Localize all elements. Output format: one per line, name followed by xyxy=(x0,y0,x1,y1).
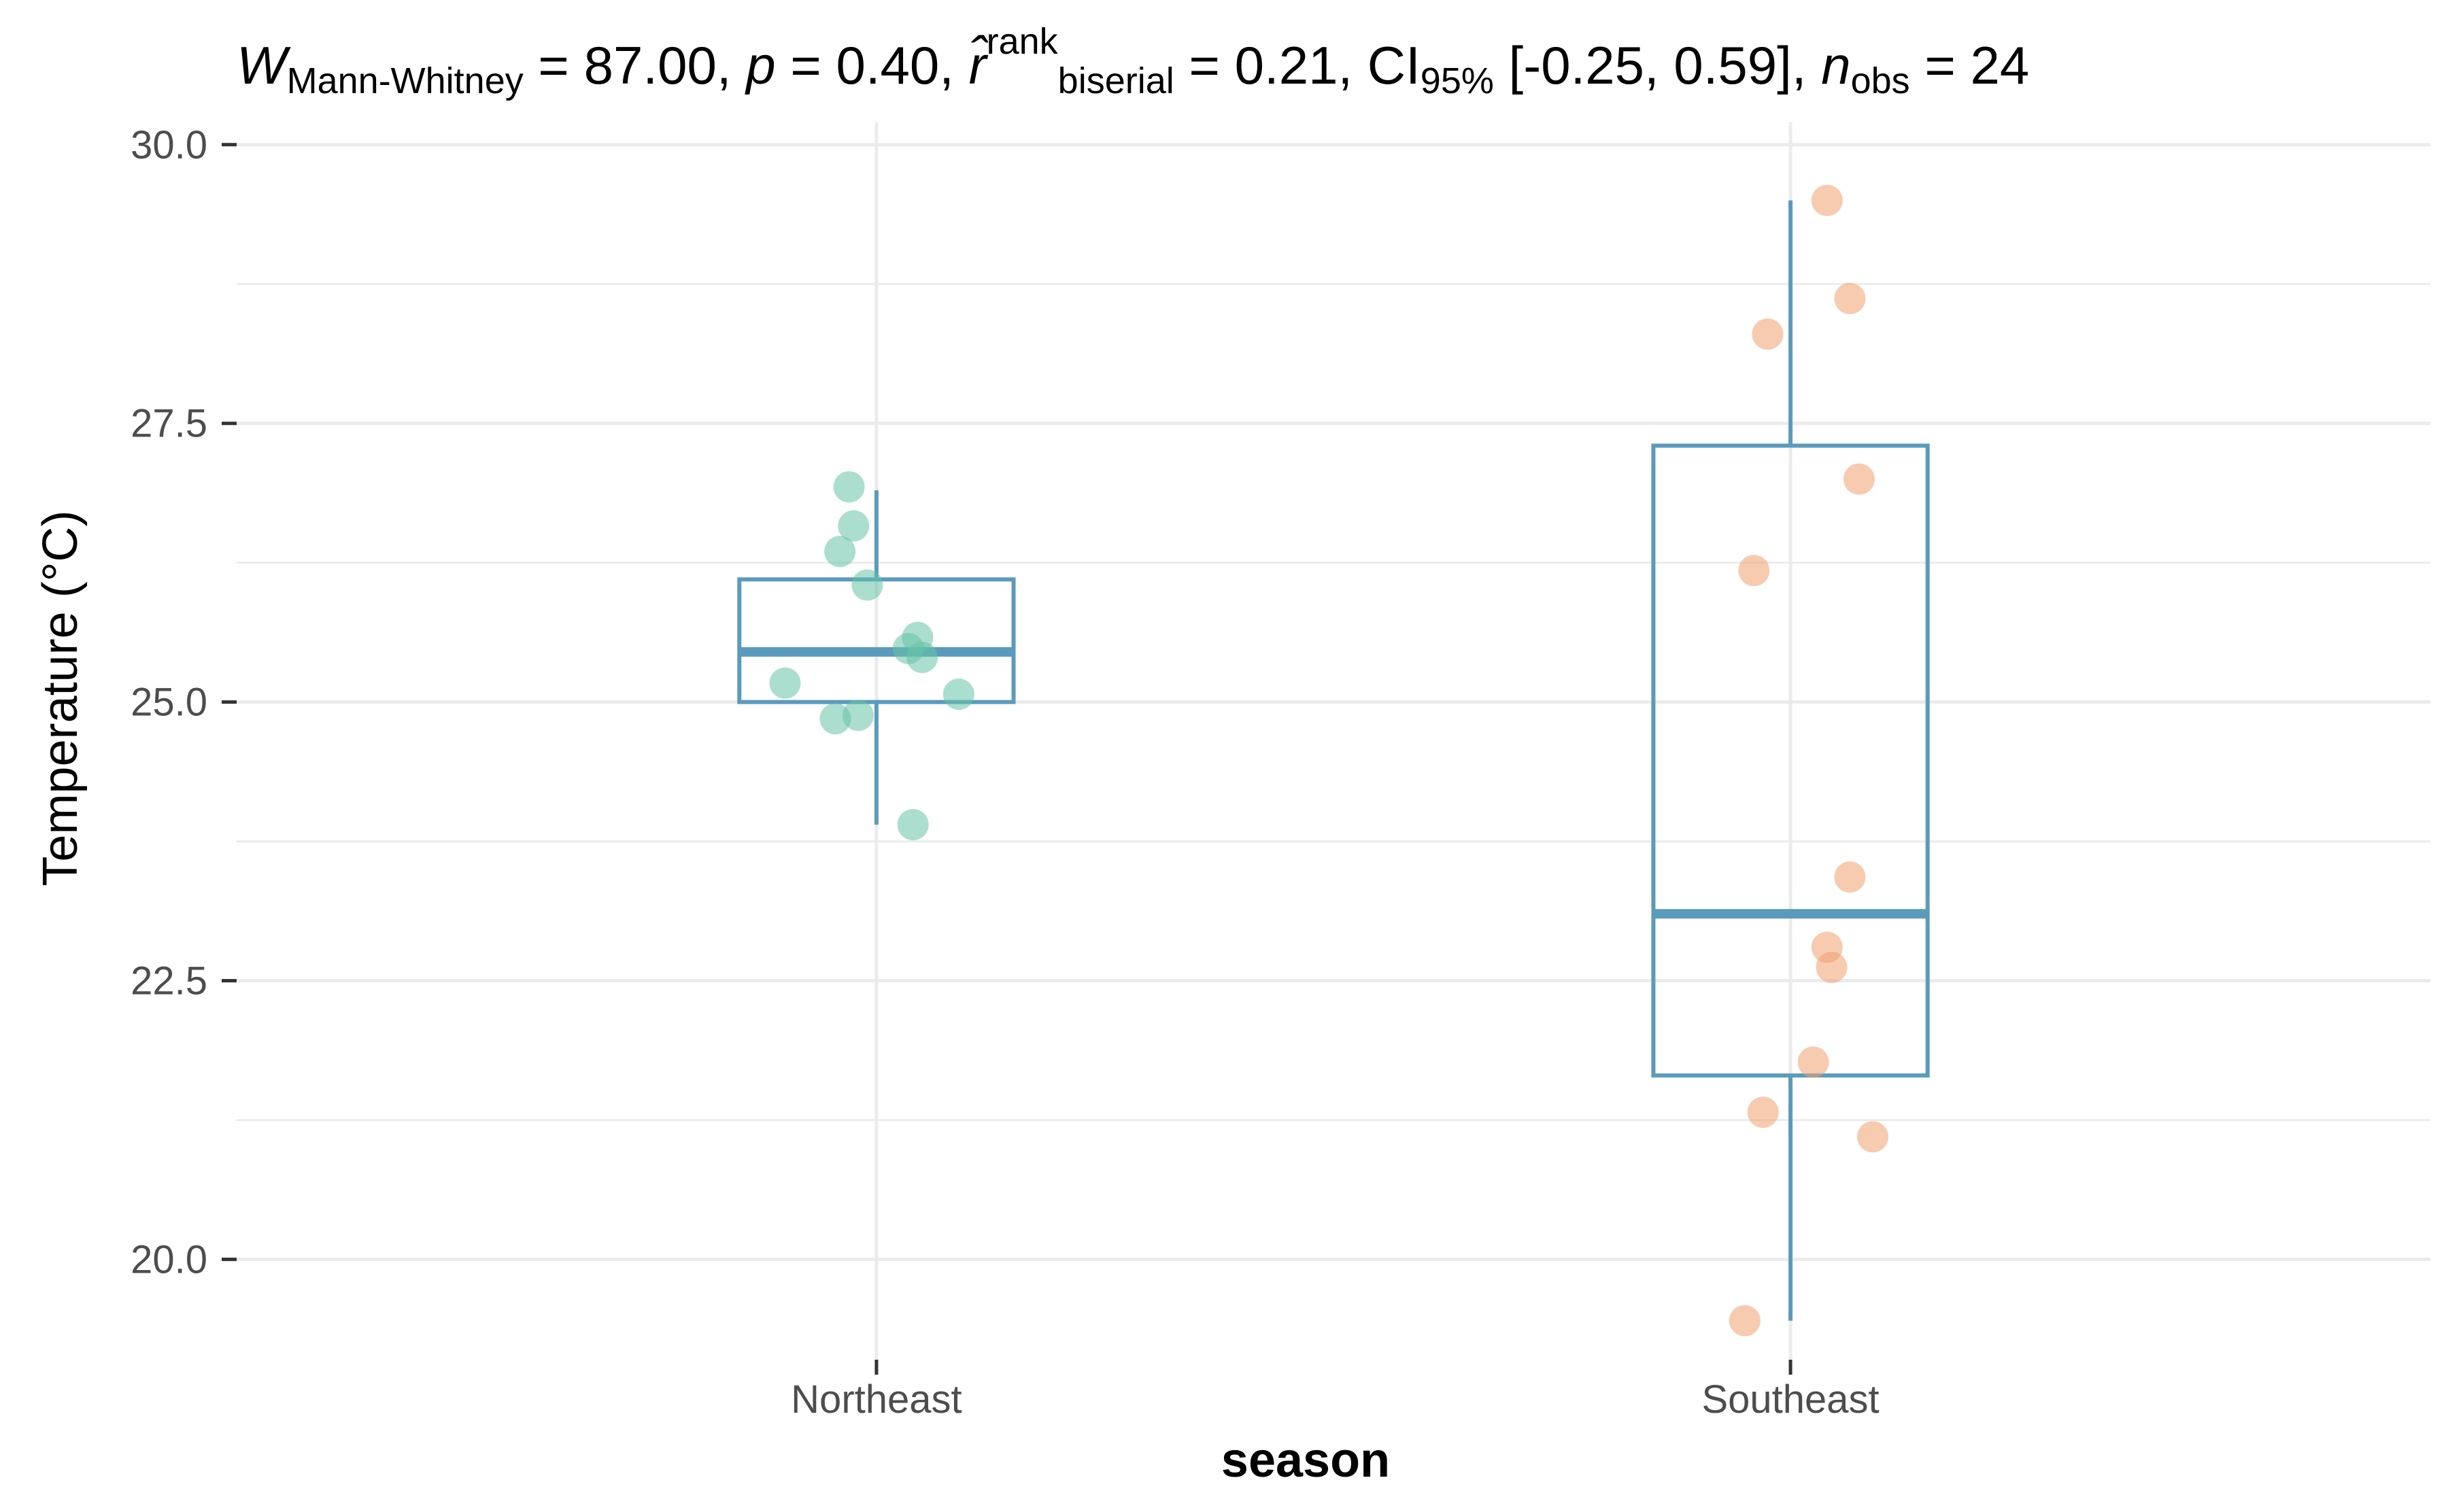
data-point xyxy=(1843,463,1875,495)
data-point xyxy=(1752,318,1784,350)
effect-value: = 0.21, CI xyxy=(1174,35,1421,95)
stat-value: = 87.00, xyxy=(524,35,746,95)
data-point xyxy=(1811,184,1843,216)
chart-subtitle: WMann-Whitney = 87.00, p = 0.40, r̂rankb… xyxy=(237,21,2029,101)
p-symbol: p xyxy=(745,35,775,95)
y-tick-label: 30.0 xyxy=(131,123,207,167)
y-axis-title: Temperature (°C) xyxy=(33,511,88,887)
axes: 20.0 22.5 25.0 27.5 30.0 Northeast Southeast xyxy=(131,123,1880,1422)
data-point xyxy=(897,808,929,840)
effect-subscript: biserial xyxy=(1058,61,1174,101)
data-point xyxy=(838,510,870,542)
data-point xyxy=(1834,283,1866,315)
effect-symbol: r̂ xyxy=(969,35,989,95)
ci-value: [-0.25, 0.59], xyxy=(1494,35,1821,95)
n-value: = 24 xyxy=(1910,35,2030,95)
boxplots xyxy=(737,200,1930,1321)
data-point xyxy=(824,536,856,568)
p-value: = 0.40, xyxy=(776,35,969,95)
data-point xyxy=(833,471,865,503)
x-tick-label: Northeast xyxy=(791,1377,962,1422)
data-point xyxy=(1729,1305,1761,1337)
x-axis-title: season xyxy=(1221,1433,1390,1488)
stat-symbol: W xyxy=(237,35,291,95)
data-point xyxy=(1857,1121,1889,1153)
data-point xyxy=(1816,951,1848,983)
data-point xyxy=(843,700,874,732)
y-tick-label: 22.5 xyxy=(131,959,207,1003)
n-subscript: obs xyxy=(1851,61,1910,101)
data-point xyxy=(851,569,883,601)
data-point xyxy=(819,703,851,735)
data-point xyxy=(1797,1046,1829,1078)
grid-lines xyxy=(237,122,2430,1360)
data-point xyxy=(1738,555,1770,587)
effect-superscript: rank xyxy=(987,21,1059,62)
data-point xyxy=(906,642,938,674)
box-iqr xyxy=(1651,443,1930,1078)
data-point xyxy=(942,678,974,710)
y-tick-label: 25.0 xyxy=(131,681,207,725)
y-tick-label: 20.0 xyxy=(131,1237,207,1282)
x-tick-label: Southeast xyxy=(1701,1377,1879,1422)
n-symbol: n xyxy=(1821,35,1850,95)
ci-subscript: 95% xyxy=(1421,61,1494,101)
y-tick-label: 27.5 xyxy=(131,402,207,446)
data-point xyxy=(1834,861,1866,893)
data-points xyxy=(769,184,1889,1337)
stat-subscript: Mann-Whitney xyxy=(287,61,524,101)
data-point xyxy=(769,667,801,699)
data-point xyxy=(1747,1097,1779,1128)
